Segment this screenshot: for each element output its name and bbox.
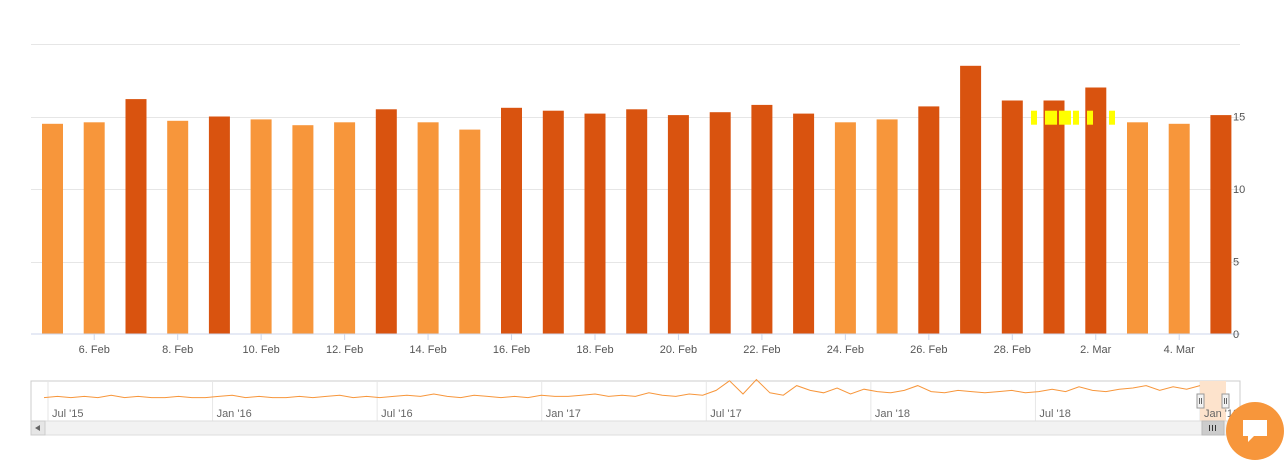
x-tick-label: 28. Feb [994, 344, 1031, 356]
bar[interactable] [1001, 100, 1023, 335]
x-tick-label: 18. Feb [576, 344, 613, 356]
bar[interactable] [1168, 123, 1190, 335]
bar[interactable] [667, 115, 689, 334]
navigator-background [30, 380, 1241, 422]
navigator-left-handle[interactable] [1196, 393, 1205, 409]
y-tick-label: 15 [1233, 112, 1245, 124]
navigator[interactable]: Jul '15 Jan '16 Jul '16 Jan '17 Jul '17 Jan '… [30, 378, 1241, 422]
x-tick-label: 16. Feb [493, 344, 530, 356]
x-tick-label: 4. Mar [1164, 344, 1196, 356]
marker [1065, 110, 1071, 125]
bar[interactable] [1085, 87, 1107, 335]
marker [1059, 110, 1065, 125]
navigator-label: Jul '16 [381, 408, 412, 420]
bar[interactable] [960, 65, 982, 335]
marker [1087, 110, 1093, 125]
marker [1073, 110, 1079, 125]
x-axis-ticks: 6. Feb 8. Feb 10. Feb 12. Feb 14. Feb 16. Feb… [79, 334, 1195, 356]
bar[interactable] [42, 123, 63, 335]
marker [1109, 110, 1115, 125]
x-tick-label: 10. Feb [242, 344, 279, 356]
x-tick-label: 12. Feb [326, 344, 363, 356]
navigator-labels: Jul '15 Jan '16 Jul '16 Jan '17 Jul '17 Jan '… [52, 408, 1239, 420]
bar[interactable] [1127, 122, 1148, 334]
x-tick-label: 26. Feb [910, 344, 947, 356]
x-tick-label: 14. Feb [409, 344, 446, 356]
bar[interactable] [793, 113, 815, 334]
bar[interactable] [501, 107, 522, 334]
bar[interactable] [459, 129, 481, 334]
navigator-right-handle[interactable] [1221, 393, 1230, 409]
y-tick-label: 0 [1233, 329, 1239, 341]
scrollbar[interactable] [30, 420, 1241, 436]
navigator-series-line [43, 378, 1201, 399]
bar[interactable] [292, 125, 314, 334]
scrollbar-thumb[interactable] [1201, 420, 1225, 436]
bar[interactable] [1043, 100, 1065, 335]
bar[interactable] [375, 109, 397, 335]
scrollbar-left-button[interactable] [30, 420, 46, 436]
navigator-label: Jul '15 [52, 408, 83, 420]
navigator-label: Jan '16 [217, 408, 252, 420]
y-axis-ticks: 0 5 10 15 [1233, 112, 1245, 342]
navigator-label: Jul '18 [1039, 408, 1070, 420]
bar[interactable] [208, 116, 230, 335]
bar[interactable] [1210, 115, 1232, 334]
marker [1051, 110, 1057, 125]
bar[interactable] [751, 104, 773, 335]
bar[interactable] [542, 110, 564, 334]
bar-series [42, 65, 1232, 335]
x-tick-label: 8. Feb [162, 344, 193, 356]
y-tick-label: 10 [1233, 184, 1245, 196]
x-tick-label: 24. Feb [827, 344, 864, 356]
bar[interactable] [334, 122, 356, 334]
bar[interactable] [125, 99, 147, 334]
yellow-markers [1031, 110, 1115, 125]
bar[interactable] [584, 113, 606, 334]
x-tick-label: 2. Mar [1080, 344, 1112, 356]
arrow-left-icon [35, 425, 40, 431]
marker [1045, 110, 1051, 125]
navigator-label: Jul '17 [710, 408, 741, 420]
y-tick-label: 5 [1233, 257, 1239, 269]
bar[interactable] [417, 122, 439, 334]
bar[interactable] [834, 122, 856, 334]
navigator-label: Jan '17 [546, 408, 581, 420]
x-tick-label: 6. Feb [79, 344, 110, 356]
x-tick-label: 22. Feb [743, 344, 780, 356]
bar[interactable] [83, 122, 105, 334]
navigator-label: Jan '18 [875, 408, 910, 420]
bar[interactable] [709, 112, 731, 334]
bar[interactable] [876, 119, 898, 335]
chat-button[interactable] [1226, 402, 1284, 460]
x-tick-label: 20. Feb [660, 344, 697, 356]
marker [1031, 110, 1037, 125]
bar[interactable] [250, 119, 272, 335]
scrollbar-track[interactable] [30, 420, 1241, 436]
bar[interactable] [626, 109, 648, 335]
chat-bubble-icon [1243, 420, 1267, 442]
bar[interactable] [918, 106, 940, 335]
bar[interactable] [167, 120, 189, 334]
